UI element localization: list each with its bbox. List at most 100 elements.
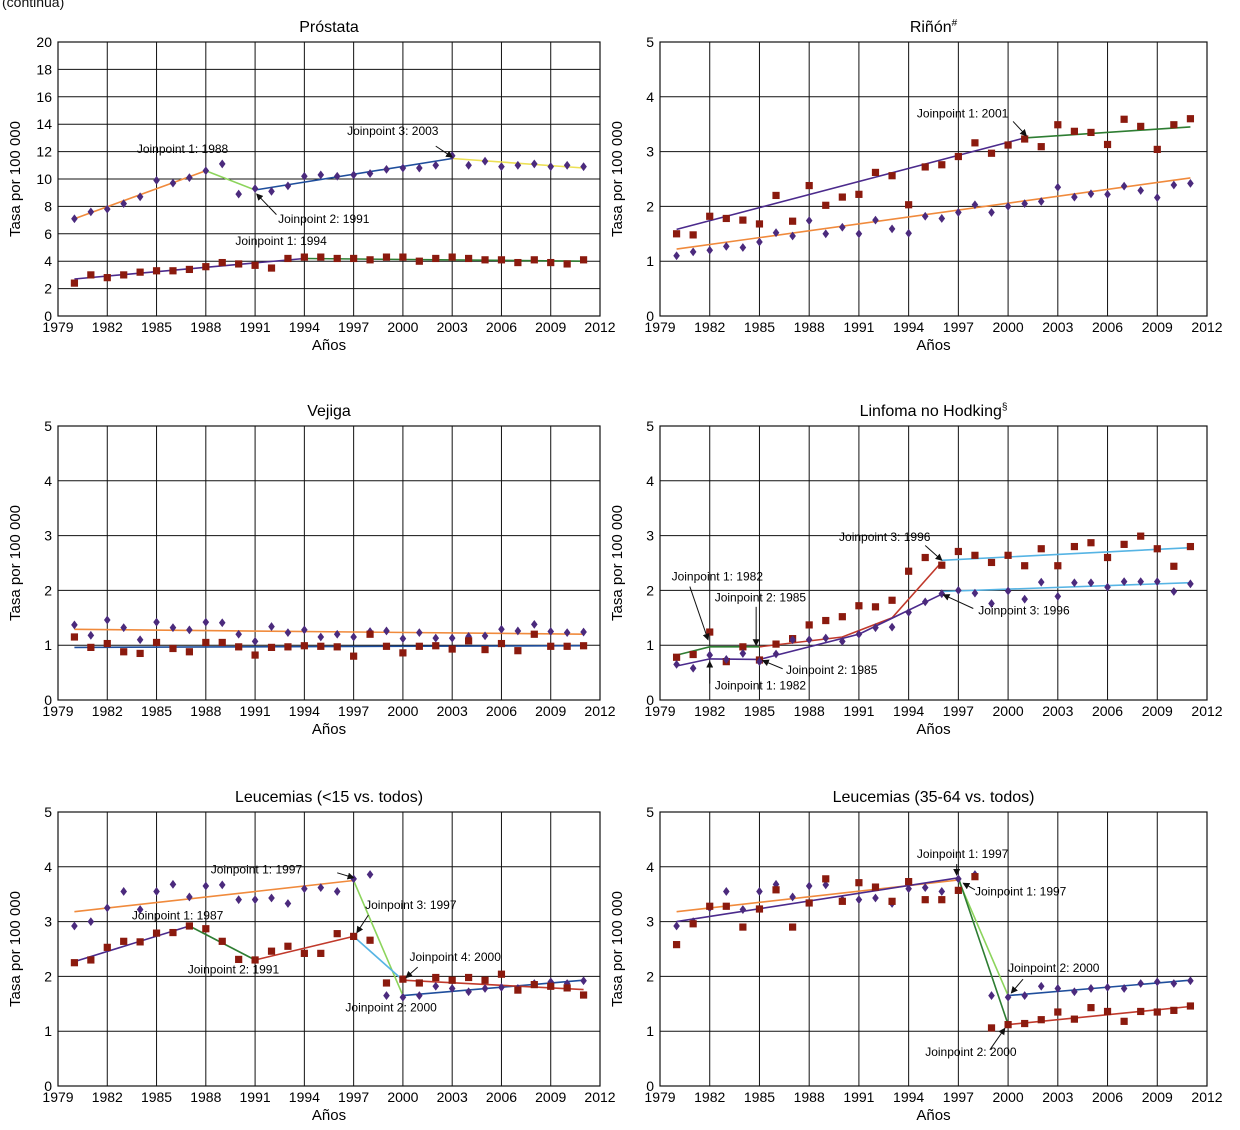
diamond-point <box>235 629 242 639</box>
square-point <box>481 976 489 984</box>
joinpoint-annotation: Joinpoint 2: 1991 <box>188 963 280 977</box>
diamond-point <box>580 976 587 986</box>
square-point <box>1021 562 1029 570</box>
diamond-point <box>333 629 341 639</box>
diamond-point <box>1104 189 1111 199</box>
square-point <box>382 642 391 650</box>
square-point <box>300 253 308 261</box>
square-point <box>672 653 681 661</box>
diamond-point <box>202 617 210 627</box>
x-tick-label: 2009 <box>535 319 566 335</box>
trend-line <box>941 546 1191 562</box>
square-point <box>1054 121 1062 129</box>
annotation-arrow <box>942 594 974 609</box>
trend-line <box>74 628 584 635</box>
diamond-point <box>1071 987 1078 997</box>
square-point <box>169 267 177 275</box>
diamond-point <box>1104 982 1111 992</box>
square-point <box>722 214 730 223</box>
x-tick-label: 1982 <box>92 703 123 719</box>
diamond-point <box>723 887 730 896</box>
diamond-point <box>547 162 555 172</box>
diamond-point <box>673 921 680 931</box>
diamond-point <box>673 251 680 261</box>
diamond-point <box>1170 587 1178 596</box>
chart-title: Riñón# <box>910 18 958 36</box>
plot-frame <box>57 425 601 701</box>
square-point <box>722 902 730 910</box>
diamond-point <box>284 628 292 637</box>
x-tick-label: 1988 <box>190 703 221 719</box>
square-point <box>235 955 243 964</box>
diamond-point <box>921 883 929 893</box>
square-point <box>87 643 95 651</box>
square-point <box>805 899 813 907</box>
diamond-point <box>1004 202 1012 211</box>
y-tick-label: 4 <box>44 859 52 875</box>
diamond-point <box>465 987 472 997</box>
trend-line <box>941 581 1191 593</box>
diamond-point <box>87 630 95 640</box>
square-point <box>366 630 374 638</box>
diamond-point <box>888 224 896 234</box>
x-tick-label: 2000 <box>387 319 418 335</box>
y-axis-label: Tasa por 100 000 <box>7 891 24 1007</box>
square-point <box>350 254 358 263</box>
y-tick-label: 3 <box>646 144 654 160</box>
diamond-point <box>822 229 830 239</box>
diamond-point <box>202 881 210 891</box>
diamond-point <box>1120 181 1128 191</box>
square-point <box>1054 1008 1062 1016</box>
joinpoint-annotation: Joinpoint 3: 1997 <box>365 898 457 912</box>
diamond-point <box>120 887 127 896</box>
diamond-point <box>955 586 962 595</box>
y-tick-label: 18 <box>36 61 52 77</box>
square-point <box>399 649 407 657</box>
diamond-point <box>235 189 242 199</box>
square-point <box>300 949 308 957</box>
x-axis-label: Años <box>312 337 346 354</box>
continuation-note: (continúa) <box>2 0 65 10</box>
x-tick-label: 1991 <box>240 319 271 335</box>
x-tick-label: 1997 <box>338 319 369 335</box>
square-point <box>300 642 308 650</box>
x-tick-label: 1991 <box>843 319 874 335</box>
diamond-point <box>789 635 796 645</box>
y-tick-label: 5 <box>44 418 52 434</box>
square-point <box>1120 115 1128 123</box>
diamond-point <box>399 634 407 644</box>
y-tick-label: 6 <box>44 226 52 242</box>
square-point <box>267 947 276 955</box>
square-point <box>1103 1007 1112 1016</box>
diamond-point <box>383 165 390 174</box>
trend-line <box>1024 126 1191 139</box>
x-tick-label: 1985 <box>744 703 775 719</box>
y-tick-label: 2 <box>44 582 52 598</box>
x-tick-label: 2009 <box>1142 319 1173 335</box>
square-point <box>1153 545 1161 553</box>
x-tick-label: 1982 <box>694 1089 725 1105</box>
plot-frame <box>659 41 1208 317</box>
y-tick-label: 2 <box>44 281 52 297</box>
diamond-point <box>416 628 423 637</box>
diamond-point <box>218 159 226 169</box>
square-point <box>514 258 522 267</box>
square-point <box>1186 542 1195 551</box>
diamond-point <box>1021 199 1028 209</box>
x-tick-label: 1985 <box>141 703 172 719</box>
y-tick-label: 1 <box>44 1023 52 1039</box>
x-tick-label: 1997 <box>338 1089 369 1105</box>
square-point <box>70 633 79 641</box>
chart-panel-4: 1979 1982 1985 1988 1991 1994 1997 2000 2003 2006… <box>609 402 1223 738</box>
square-point <box>169 928 177 937</box>
diamond-point <box>1137 577 1144 587</box>
x-tick-label: 1994 <box>289 319 320 335</box>
diamond-point <box>988 208 995 217</box>
diamond-point <box>1004 992 1012 1002</box>
x-tick-label: 1994 <box>289 1089 320 1105</box>
square-point <box>1170 121 1178 129</box>
joinpoint-annotation: Joinpoint 1: 1987 <box>132 908 224 922</box>
square-point <box>382 253 391 261</box>
diamond-point <box>1037 577 1045 587</box>
diamond-point <box>366 870 374 879</box>
